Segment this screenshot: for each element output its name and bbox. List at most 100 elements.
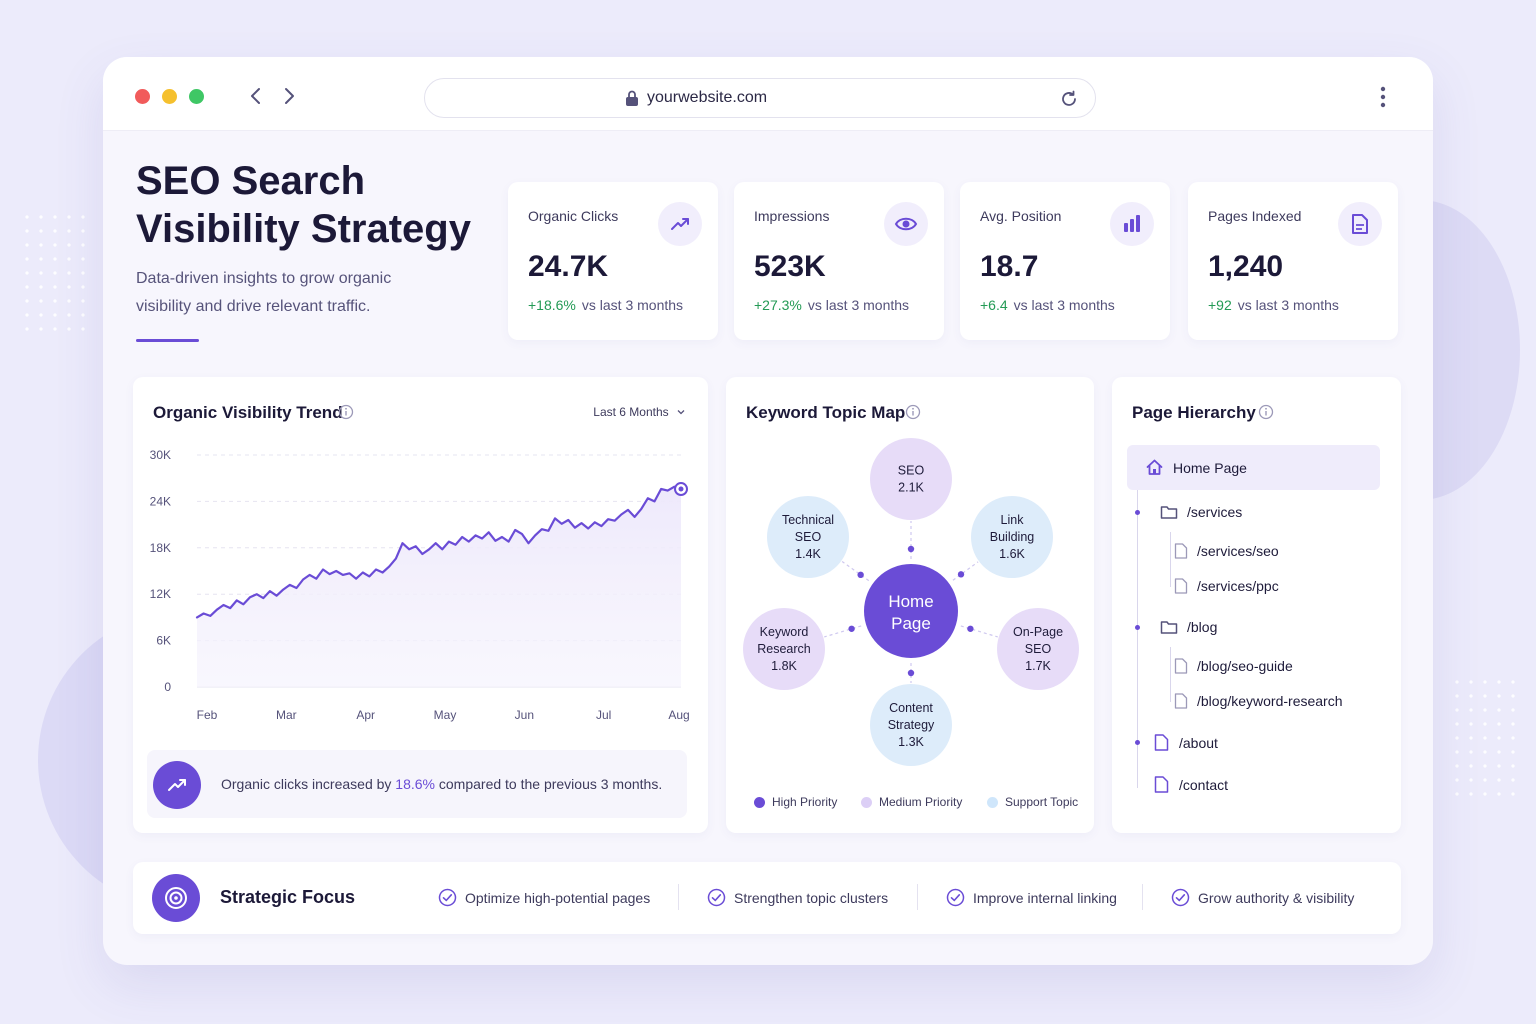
tree-dot <box>1135 509 1140 515</box>
stat-card-organic-clicks: Organic Clicks 24.7K +18.6% vs last 3 mon… <box>508 182 718 340</box>
info-icon[interactable] <box>1258 404 1274 420</box>
browser-titlebar: yourwebsite.com <box>103 57 1433 131</box>
reload-icon[interactable] <box>1059 89 1079 109</box>
page-icon <box>1154 776 1169 793</box>
tree-item-home[interactable]: Home Page <box>1127 445 1380 490</box>
tree-item-blog-keyword-research[interactable]: /blog/keyword-research <box>1174 693 1343 709</box>
keyword-topic-map: SEO 2.1K Link Building 1.6K On-Page SEO 1.7K Con… <box>743 438 1079 766</box>
y-tick-label: 0 <box>164 680 171 694</box>
focus-item: Grow authority & visibility <box>1171 888 1354 907</box>
maximize-window-button[interactable] <box>189 89 204 104</box>
x-tick-label: May <box>434 708 457 722</box>
tree-item-blog-seo-guide[interactable]: /blog/seo-guide <box>1174 658 1293 674</box>
page-icon <box>1154 734 1169 751</box>
legend-dot <box>861 796 872 808</box>
page-hierarchy-panel: Page Hierarchy Home Page /services /serv… <box>1112 377 1401 833</box>
tree-item-contact[interactable]: /contact <box>1135 776 1228 793</box>
tree-item-about[interactable]: /about <box>1135 734 1218 751</box>
topic-node-label: SEO <box>898 464 925 478</box>
topic-node-label: 1.8K <box>771 659 797 673</box>
page-hierarchy-title: Page Hierarchy <box>1132 403 1256 422</box>
topic-node-circle <box>870 684 952 766</box>
topic-node-circle <box>971 496 1053 578</box>
stat-change: +18.6% vs last 3 months <box>528 297 684 313</box>
topic-node-circle <box>767 496 849 578</box>
back-arrow-icon[interactable] <box>245 84 267 108</box>
eye-icon <box>884 202 928 246</box>
tree-item-services[interactable]: /services <box>1135 504 1242 520</box>
focus-item: Improve internal linking <box>946 888 1117 907</box>
info-icon[interactable] <box>905 404 921 420</box>
folder-icon <box>1160 506 1178 519</box>
check-circle-icon <box>1171 888 1190 907</box>
info-icon[interactable] <box>338 404 354 420</box>
browser-window: yourwebsite.com SEO Search Visibility St… <box>103 57 1433 965</box>
home-icon <box>1146 459 1163 475</box>
y-tick-label: 6K <box>156 634 171 648</box>
legend-support-topic: Support Topic <box>987 795 1078 809</box>
series-area <box>197 486 681 687</box>
bar-chart-icon <box>1110 202 1154 246</box>
center-node-label: Page <box>891 614 931 633</box>
trend-note-text: Organic clicks increased by 18.6% compar… <box>221 776 663 792</box>
tree-dot <box>1135 740 1140 745</box>
topic-node-label: Content <box>889 701 933 715</box>
check-circle-icon <box>946 888 965 907</box>
range-dropdown[interactable]: Last 6 Months <box>593 405 686 419</box>
connector-dot <box>907 545 915 553</box>
address-bar[interactable]: yourwebsite.com <box>424 78 1096 118</box>
last-point-marker-center <box>678 486 684 492</box>
trend-panel: Organic Visibility Trend Last 6 Months 0… <box>133 377 708 833</box>
trend-title: Organic Visibility Trend <box>153 403 343 422</box>
x-tick-label: Jun <box>515 708 534 722</box>
topic-node-circle <box>997 608 1079 690</box>
y-tick-label: 18K <box>150 541 171 555</box>
legend-high-priority: High Priority <box>754 795 837 809</box>
tree-line <box>1137 490 1138 788</box>
tree-line <box>1170 647 1171 702</box>
close-window-button[interactable] <box>135 89 150 104</box>
series-line <box>195 485 683 619</box>
y-tick-label: 24K <box>150 494 171 508</box>
tree-item-services-ppc[interactable]: /services/ppc <box>1174 578 1279 594</box>
stat-value: 24.7K <box>528 250 609 283</box>
decorative-dots <box>20 210 90 340</box>
minimize-window-button[interactable] <box>162 89 177 104</box>
divider <box>917 884 918 910</box>
visibility-line-chart: 0 6K 12K 18K 24K 30K Feb Mar Apr May Jun Jul Aug <box>150 448 690 722</box>
connector-dot <box>967 625 974 632</box>
file-icon <box>1174 578 1188 594</box>
topic-node[interactable]: Keyword Research 1.8K <box>743 608 825 690</box>
forward-arrow-icon[interactable] <box>278 84 300 108</box>
topic-node-label: SEO <box>1025 642 1052 656</box>
stat-change: +92 vs last 3 months <box>1208 297 1339 313</box>
keyword-map-panel: Keyword Topic Map SEO 2.1K Link Building 1.6… <box>726 377 1094 833</box>
topic-node-label: Research <box>757 642 811 656</box>
topic-node[interactable]: Content Strategy 1.3K <box>870 684 952 766</box>
lock-icon <box>626 90 638 106</box>
center-node[interactable]: Home Page <box>864 564 958 658</box>
divider <box>1142 884 1143 910</box>
stat-card-avg-position: Avg. Position 18.7 +6.4 vs last 3 months <box>960 182 1170 340</box>
topic-node[interactable]: Technical SEO 1.4K <box>767 496 849 578</box>
x-tick-label: Jul <box>596 708 611 722</box>
topic-node[interactable]: On-Page SEO 1.7K <box>997 608 1079 690</box>
legend-dot <box>987 796 998 808</box>
center-node-circle <box>864 564 958 658</box>
divider <box>678 884 679 910</box>
topic-node[interactable]: SEO 2.1K <box>870 438 952 520</box>
y-tick-label: 30K <box>150 448 171 462</box>
stat-label: Impressions <box>754 208 830 224</box>
tree-item-services-seo[interactable]: /services/seo <box>1174 543 1279 559</box>
connector-line <box>952 561 979 581</box>
document-icon <box>1338 202 1382 246</box>
tree-item-label: Home Page <box>1173 460 1247 476</box>
topic-node-label: 2.1K <box>898 481 924 495</box>
stat-value: 1,240 <box>1208 250 1284 283</box>
connector-dot <box>957 571 965 578</box>
tree-item-blog[interactable]: /blog <box>1135 619 1217 635</box>
title-underline <box>136 339 199 342</box>
topic-node[interactable]: Link Building 1.6K <box>971 496 1053 578</box>
more-options-icon[interactable] <box>1379 85 1387 109</box>
strategic-focus-title: Strategic Focus <box>220 887 356 907</box>
